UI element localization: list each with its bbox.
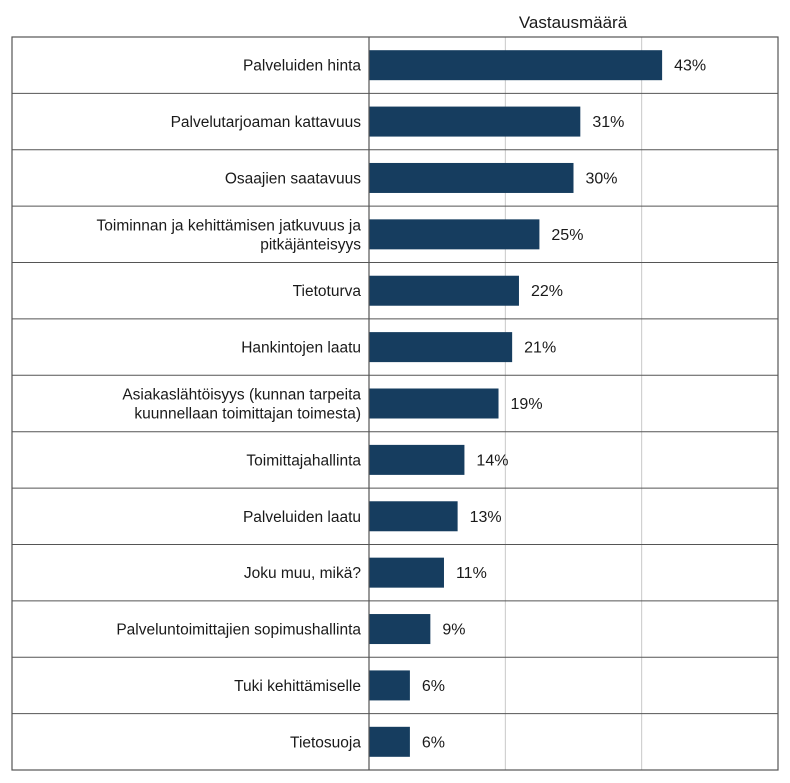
bar bbox=[369, 50, 663, 81]
value-label: 31% bbox=[592, 114, 624, 131]
category-label-line: Palvelutarjoaman kattavuus bbox=[171, 114, 362, 131]
bar bbox=[369, 501, 458, 532]
category-label-line: Osaajien saatavuus bbox=[225, 170, 361, 187]
category-label-line: Palveluntoimittajien sopimushallinta bbox=[116, 622, 361, 639]
bar bbox=[369, 275, 519, 306]
gridlines bbox=[504, 37, 643, 770]
value-label: 43% bbox=[674, 58, 706, 75]
bar bbox=[369, 614, 431, 645]
outer-border bbox=[11, 36, 779, 771]
chart-frame bbox=[11, 36, 779, 771]
value-label: 30% bbox=[586, 170, 618, 187]
bar bbox=[369, 670, 410, 701]
value-label: 13% bbox=[470, 509, 502, 526]
bars bbox=[369, 50, 663, 757]
value-labels: 43% 31% 30% 25% 22% 21% 19% 14% 13% 11% 9% 6% 6% bbox=[422, 58, 706, 752]
value-label: 14% bbox=[476, 452, 508, 469]
category-label-line: Toimittajahallinta bbox=[246, 452, 361, 469]
bar bbox=[369, 388, 499, 419]
category-label-line: Toiminnan ja kehittämisen jatkuvuus ja bbox=[97, 217, 362, 234]
category-label: Joku muu, mikä? bbox=[244, 565, 362, 582]
category-label: Palveluiden laatu bbox=[243, 509, 361, 526]
value-label: 22% bbox=[531, 283, 563, 300]
row-separators bbox=[12, 92, 778, 715]
category-label: Osaajien saatavuus bbox=[225, 170, 361, 187]
category-label: Asiakaslähtöisyys (kunnan tarpeita kuunne… bbox=[122, 387, 361, 423]
bar bbox=[369, 106, 581, 137]
bar bbox=[369, 219, 540, 250]
category-label: Toimittajahallinta bbox=[246, 452, 361, 469]
value-label: 11% bbox=[456, 565, 487, 582]
bar bbox=[369, 332, 513, 363]
chart-title: Vastausmäärä bbox=[519, 13, 628, 32]
category-label: Palveluntoimittajien sopimushallinta bbox=[116, 622, 361, 639]
bar bbox=[369, 557, 444, 588]
bar bbox=[369, 726, 410, 757]
category-label-line: Tietoturva bbox=[293, 283, 362, 300]
category-label-line: Palveluiden hinta bbox=[243, 58, 361, 75]
category-label-line: Tuki kehittämiselle bbox=[234, 678, 361, 695]
bar bbox=[369, 162, 574, 193]
category-label-line: Joku muu, mikä? bbox=[244, 565, 362, 582]
category-label: Palvelutarjoaman kattavuus bbox=[171, 114, 362, 131]
category-label: Hankintojen laatu bbox=[241, 340, 361, 357]
category-label-line: Asiakaslähtöisyys (kunnan tarpeita bbox=[122, 387, 361, 404]
value-label: 9% bbox=[442, 622, 465, 639]
category-label: Tuki kehittämiselle bbox=[234, 678, 361, 695]
category-label-line: Palveluiden laatu bbox=[243, 509, 361, 526]
value-label: 6% bbox=[422, 678, 445, 695]
category-label-line: Hankintojen laatu bbox=[241, 340, 361, 357]
value-label: 19% bbox=[511, 396, 543, 413]
category-label: Tietosuoja bbox=[290, 734, 361, 751]
value-label: 6% bbox=[422, 734, 445, 751]
category-label-line: pitkäjänteisyys bbox=[260, 236, 361, 253]
bar bbox=[369, 444, 465, 475]
category-label: Toiminnan ja kehittämisen jatkuvuus ja pi… bbox=[97, 217, 362, 253]
category-label: Tietoturva bbox=[293, 283, 362, 300]
category-labels: Palveluiden hinta Palvelutarjoaman kattav… bbox=[97, 58, 362, 752]
category-label-line: Tietosuoja bbox=[290, 734, 361, 751]
value-label: 25% bbox=[551, 227, 583, 244]
value-label: 21% bbox=[524, 340, 556, 357]
category-label-line: kuunnellaan toimittajan toimesta) bbox=[134, 406, 361, 423]
category-label: Palveluiden hinta bbox=[243, 58, 361, 75]
